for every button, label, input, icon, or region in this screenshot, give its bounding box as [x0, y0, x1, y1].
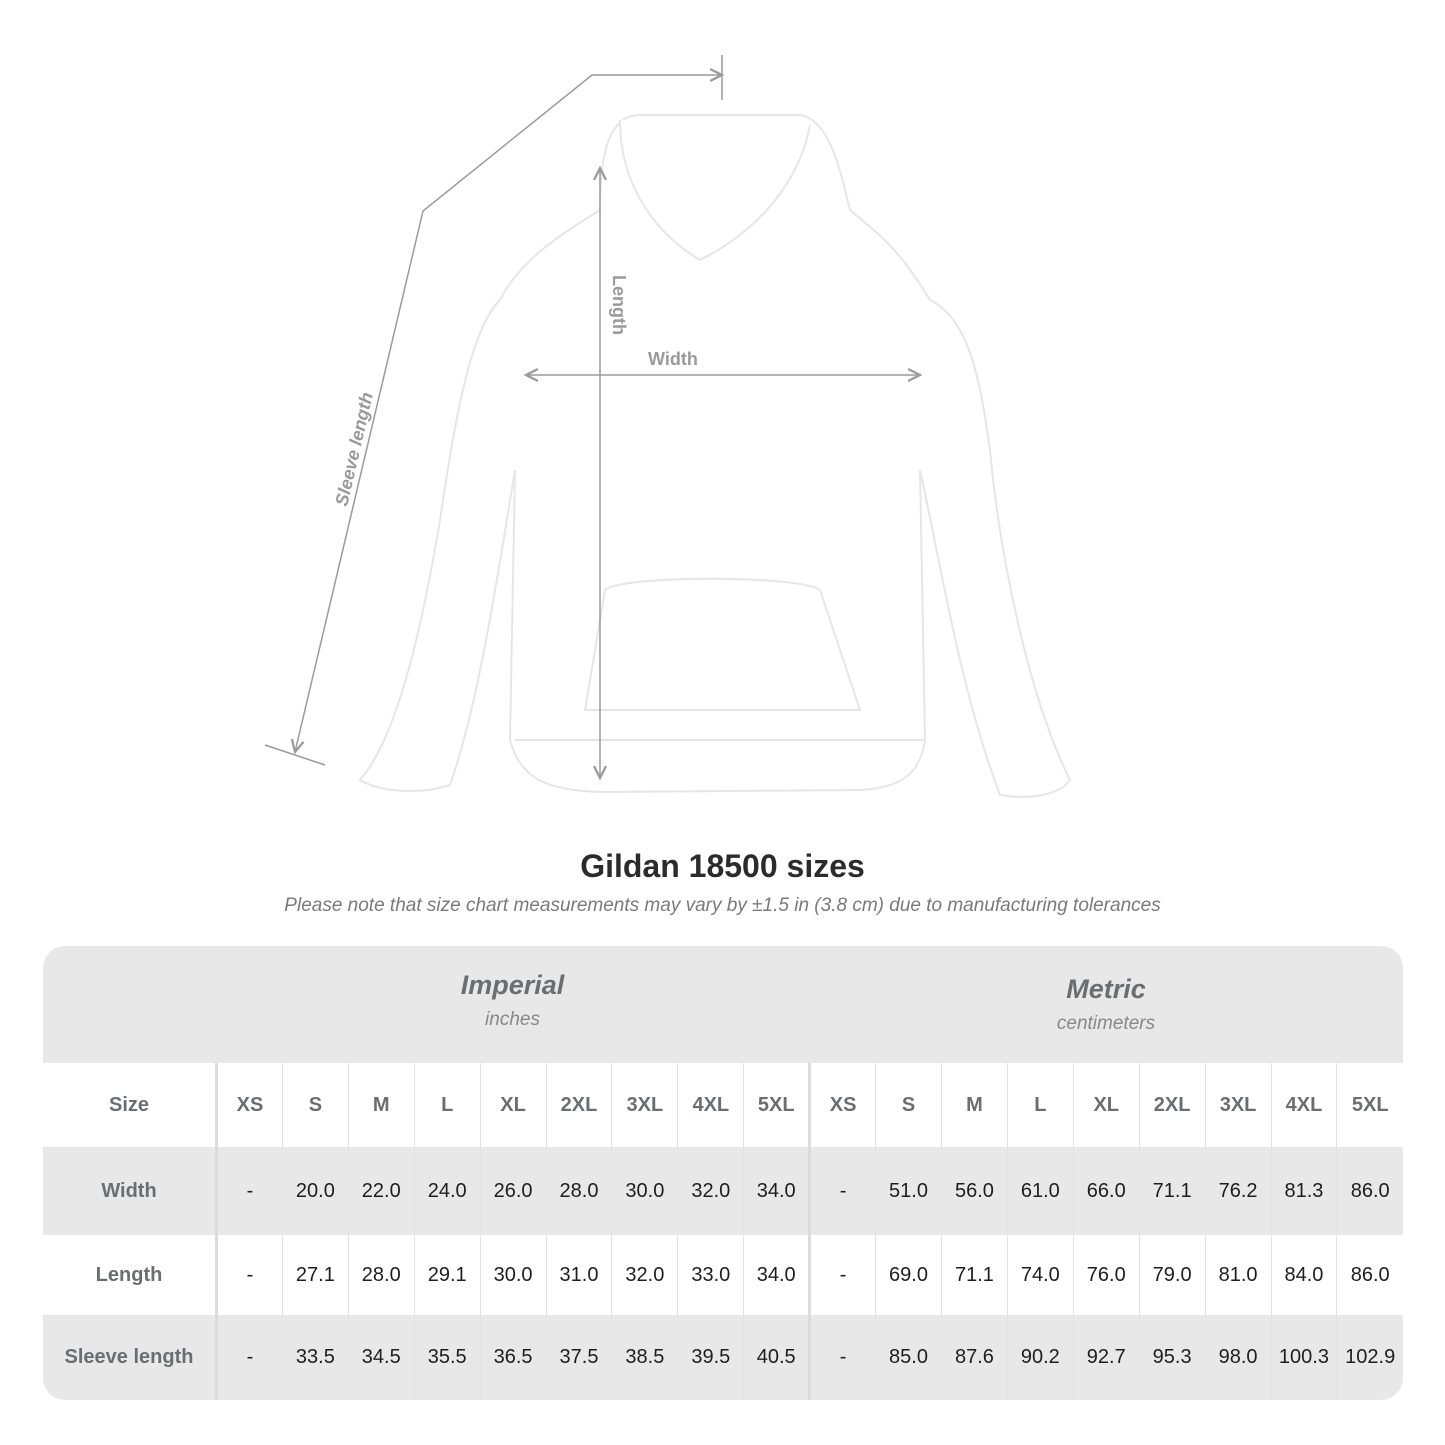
metric-value: 71.1	[1138, 1147, 1206, 1235]
imperial-value: 34.0	[743, 1235, 810, 1315]
imperial-value: 39.5	[677, 1315, 744, 1400]
metric-size-header: XL	[1072, 1063, 1140, 1147]
imperial-value: 27.1	[281, 1235, 349, 1315]
imperial-size-header: 3XL	[611, 1063, 678, 1147]
row-label: Sleeve length	[43, 1315, 218, 1400]
row-label: Length	[43, 1235, 218, 1315]
metric-value: 85.0	[875, 1315, 942, 1400]
hoodie-image	[358, 114, 1072, 798]
imperial-value: 26.0	[479, 1147, 547, 1235]
tolerance-note: Please note that size chart measurements…	[284, 895, 1161, 916]
table-row: Sleeve length -33.5 34.5 35.5 36.5 37.5 38.5 39…	[43, 1315, 1403, 1400]
metric-value: 51.0	[875, 1147, 942, 1235]
imperial-value: 33.0	[677, 1235, 744, 1315]
table-row: Length -27.1 28.0 29.1 30.0 31.0 32.0 33.0 34.0-…	[43, 1235, 1403, 1315]
imperial-size-header: 5XL	[743, 1063, 810, 1147]
metric-value: 74.0	[1006, 1235, 1074, 1315]
imperial-value: 32.0	[677, 1147, 744, 1235]
imperial-value: 31.0	[545, 1235, 612, 1315]
metric-value: 98.0	[1204, 1315, 1271, 1400]
metric-value: 61.0	[1006, 1147, 1074, 1235]
imperial-value: 28.0	[545, 1147, 612, 1235]
imperial-value: 37.5	[545, 1315, 612, 1400]
imperial-value: 35.5	[413, 1315, 481, 1400]
metric-value: 71.1	[940, 1235, 1008, 1315]
metric-value: 95.3	[1138, 1315, 1206, 1400]
imperial-size-header: XL	[479, 1063, 547, 1147]
metric-value: -	[808, 1235, 876, 1315]
metric-value: 81.3	[1270, 1147, 1337, 1235]
metric-value: 100.3	[1270, 1315, 1337, 1400]
length-label: Length	[609, 275, 629, 335]
size-label: Size	[43, 1063, 218, 1147]
imperial-value: 29.1	[413, 1235, 481, 1315]
metric-value: 87.6	[940, 1315, 1008, 1400]
imperial-value: 24.0	[413, 1147, 481, 1235]
metric-value: 76.0	[1072, 1235, 1140, 1315]
metric-size-header: 3XL	[1204, 1063, 1271, 1147]
metric-value: 102.9	[1336, 1315, 1403, 1400]
imperial-value: -	[216, 1315, 283, 1400]
metric-value: 84.0	[1270, 1235, 1337, 1315]
metric-size-header: XS	[808, 1063, 876, 1147]
metric-value: 81.0	[1204, 1235, 1271, 1315]
imperial-title: Imperial	[460, 970, 565, 1000]
imperial-value: 34.5	[347, 1315, 415, 1400]
table-row: Width -20.0 22.0 24.0 26.0 28.0 30.0 32.0 34.0-5…	[43, 1147, 1403, 1235]
imperial-value: 33.5	[281, 1315, 349, 1400]
imperial-size-header: S	[281, 1063, 349, 1147]
metric-size-header: M	[940, 1063, 1008, 1147]
metric-value: 79.0	[1138, 1235, 1206, 1315]
metric-size-header: 4XL	[1270, 1063, 1337, 1147]
metric-size-header: 5XL	[1336, 1063, 1403, 1147]
imperial-header: Imperial inches	[216, 970, 809, 1031]
imperial-value: -	[216, 1235, 283, 1315]
imperial-size-header: 4XL	[677, 1063, 744, 1147]
imperial-value: 34.0	[743, 1147, 810, 1235]
metric-value: 86.0	[1336, 1147, 1403, 1235]
page-title: Gildan 18500 sizes	[580, 848, 865, 884]
imperial-value: 40.5	[743, 1315, 810, 1400]
measure-lines	[264, 55, 920, 778]
unit-header-band	[43, 946, 1403, 1063]
row-label: Width	[43, 1147, 218, 1235]
imperial-value: 36.5	[479, 1315, 547, 1400]
hoodie-diagram: Length Width Sleeve length	[264, 55, 1072, 798]
imperial-unit: inches	[485, 1009, 540, 1030]
metric-value: 92.7	[1072, 1315, 1140, 1400]
metric-value: 56.0	[940, 1147, 1008, 1235]
imperial-size-header: 2XL	[545, 1063, 612, 1147]
sleeve-length-label: Sleeve length	[331, 390, 377, 508]
imperial-value: 30.0	[611, 1147, 678, 1235]
metric-size-header: L	[1006, 1063, 1074, 1147]
metric-value: -	[808, 1315, 876, 1400]
metric-value: 66.0	[1072, 1147, 1140, 1235]
metric-value: 69.0	[875, 1235, 942, 1315]
imperial-size-header: L	[413, 1063, 481, 1147]
metric-title: Metric	[1066, 974, 1146, 1004]
metric-size-header: S	[875, 1063, 942, 1147]
imperial-value: -	[216, 1147, 283, 1235]
metric-value: 76.2	[1204, 1147, 1271, 1235]
metric-value: -	[808, 1147, 876, 1235]
size-header-row: Size XS S M L XL 2XL 3XL 4XL 5XL XS S M L XL 2XL 3XL 4XL 5…	[43, 1063, 1403, 1147]
imperial-value: 32.0	[611, 1235, 678, 1315]
imperial-size-header: XS	[216, 1063, 283, 1147]
metric-value: 86.0	[1336, 1235, 1403, 1315]
size-grid: Size XS S M L XL 2XL 3XL 4XL 5XL XS S M L XL 2XL 3XL 4XL 5…	[43, 1063, 1403, 1400]
metric-size-header: 2XL	[1138, 1063, 1206, 1147]
imperial-value: 22.0	[347, 1147, 415, 1235]
imperial-value: 28.0	[347, 1235, 415, 1315]
imperial-value: 30.0	[479, 1235, 547, 1315]
imperial-value: 20.0	[281, 1147, 349, 1235]
imperial-size-header: M	[347, 1063, 415, 1147]
size-table: Imperial inches Metric centimeters Size X…	[43, 946, 1403, 1400]
metric-value: 90.2	[1006, 1315, 1074, 1400]
sleeve-length-line	[295, 75, 722, 752]
imperial-value: 38.5	[611, 1315, 678, 1400]
metric-unit: centimeters	[1056, 1013, 1156, 1034]
metric-header: Metric centimeters	[809, 974, 1403, 1035]
width-label: Width	[648, 349, 698, 369]
